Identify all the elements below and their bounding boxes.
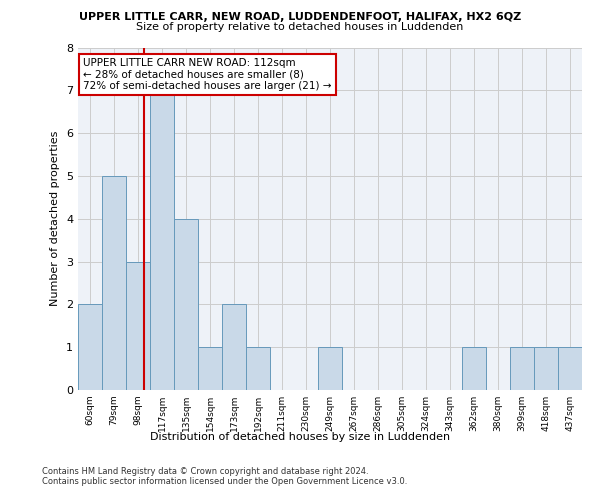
Bar [558, 347, 582, 390]
Bar [174, 219, 198, 390]
Bar [462, 347, 486, 390]
Bar [198, 347, 222, 390]
Bar [246, 347, 270, 390]
Text: Distribution of detached houses by size in Luddenden: Distribution of detached houses by size … [150, 432, 450, 442]
Bar [318, 347, 342, 390]
Bar [222, 304, 246, 390]
Text: Size of property relative to detached houses in Luddenden: Size of property relative to detached ho… [136, 22, 464, 32]
Text: UPPER LITTLE CARR, NEW ROAD, LUDDENDENFOOT, HALIFAX, HX2 6QZ: UPPER LITTLE CARR, NEW ROAD, LUDDENDENFO… [79, 12, 521, 22]
Bar [126, 262, 150, 390]
Text: Contains HM Land Registry data © Crown copyright and database right 2024.: Contains HM Land Registry data © Crown c… [42, 468, 368, 476]
Bar [102, 176, 126, 390]
Bar [510, 347, 534, 390]
Text: UPPER LITTLE CARR NEW ROAD: 112sqm
← 28% of detached houses are smaller (8)
72% : UPPER LITTLE CARR NEW ROAD: 112sqm ← 28%… [83, 58, 332, 91]
Y-axis label: Number of detached properties: Number of detached properties [50, 131, 61, 306]
Bar [78, 304, 102, 390]
Bar [534, 347, 558, 390]
Bar [150, 90, 174, 390]
Text: Contains public sector information licensed under the Open Government Licence v3: Contains public sector information licen… [42, 478, 407, 486]
